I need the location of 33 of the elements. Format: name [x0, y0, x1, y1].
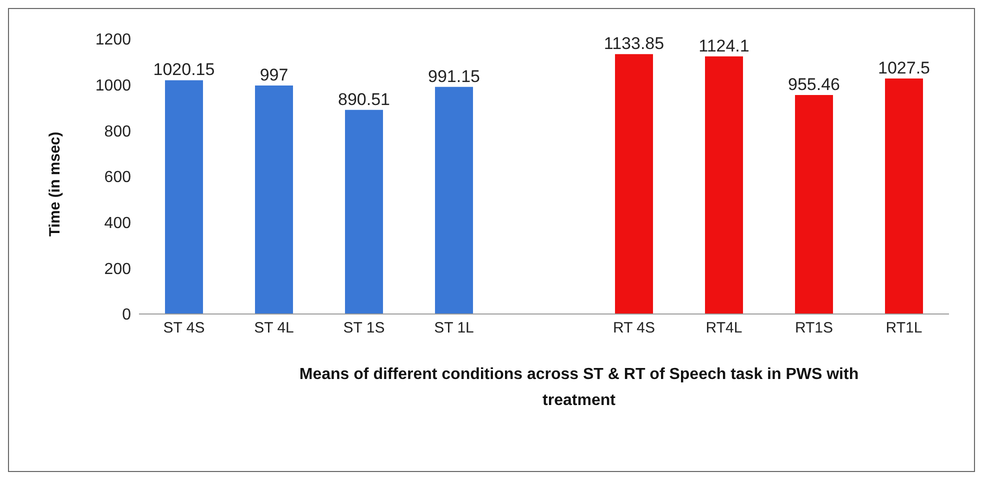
- x-tick-label: RT1L: [886, 320, 922, 337]
- bar: [345, 110, 383, 314]
- bar: [435, 86, 473, 314]
- bar: [795, 95, 833, 314]
- data-label: 1020.15: [153, 60, 215, 80]
- y-axis-title: Time (in msec): [46, 132, 64, 236]
- x-tick-label: ST 4L: [254, 320, 294, 337]
- bar: [255, 86, 293, 314]
- y-tick-label: 600: [104, 169, 132, 186]
- x-tick-label: ST 4S: [163, 320, 205, 337]
- data-label: 1124.1: [698, 36, 750, 56]
- y-tick-label: 200: [104, 260, 132, 278]
- data-label: 1133.85: [604, 34, 664, 54]
- x-tick-label: RT1S: [794, 320, 834, 337]
- bar: [885, 78, 923, 314]
- x-tick-label: ST 1S: [343, 320, 385, 337]
- y-tick-label: 400: [104, 215, 132, 232]
- data-label: 997: [260, 66, 288, 85]
- data-label: 991.15: [428, 66, 480, 86]
- y-tick-label: 800: [104, 123, 132, 140]
- x-tick-label: RT 4S: [613, 320, 655, 337]
- x-tick-label: RT4L: [706, 320, 742, 337]
- y-tick-label: 0: [122, 306, 132, 324]
- x-tick-label: ST 1L: [434, 320, 474, 337]
- data-label: 1027.5: [878, 58, 930, 78]
- x-axis-title: Means of different conditions across ST & RT of Speech task in PWS with treatment: [298, 365, 860, 411]
- bar: [165, 80, 203, 314]
- y-tick-label: 1000: [95, 78, 132, 95]
- data-label: 890.51: [338, 90, 390, 109]
- bar: [615, 54, 653, 314]
- y-tick-label: 1200: [95, 32, 132, 49]
- bar: [705, 56, 743, 314]
- data-label: 955.46: [788, 75, 840, 94]
